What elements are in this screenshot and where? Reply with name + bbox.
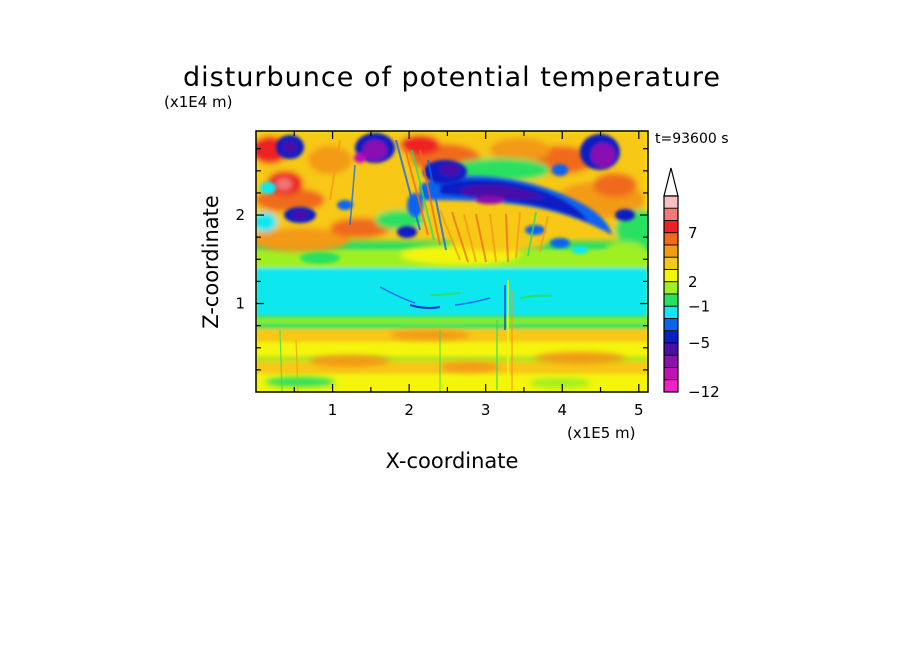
colorbar-swatch	[663, 232, 679, 246]
colorbar-swatch	[663, 379, 679, 393]
time-label: t=93600 s	[655, 131, 729, 147]
colorbar-swatch	[663, 207, 679, 221]
colorbar-swatch	[663, 256, 679, 270]
colorbar-label: −1	[688, 297, 710, 315]
x-tick-label: 2	[404, 401, 414, 419]
y-tick-label: 1	[235, 295, 245, 313]
y-axis-label: Z-coordinate	[199, 195, 223, 329]
colorbar	[663, 167, 679, 393]
x-axis-label: X-coordinate	[386, 449, 519, 473]
plot-frame	[255, 130, 649, 393]
colorbar-label: −12	[688, 383, 720, 401]
colorbar-swatch	[663, 354, 679, 368]
x-unit-label: (x1E5 m)	[567, 424, 636, 442]
colorbar-swatch	[663, 305, 679, 319]
y-axis-ticks: 12	[235, 148, 648, 371]
colorbar-swatch	[663, 269, 679, 283]
colorbar-swatch	[663, 195, 679, 209]
colorbar-arrow	[663, 167, 679, 197]
colorbar-swatch	[663, 318, 679, 332]
contour-field	[256, 131, 648, 392]
colorbar-swatch	[663, 293, 679, 307]
colorbar-swatch	[663, 244, 679, 258]
chart-title: disturbunce of potential temperature	[183, 62, 721, 93]
x-tick-label: 1	[328, 401, 338, 419]
y-tick-label: 2	[235, 206, 245, 224]
colorbar-swatch	[663, 281, 679, 295]
x-tick-label: 5	[634, 401, 644, 419]
colorbar-labels: 7 2 −1 −5 −12	[688, 224, 720, 401]
x-tick-label: 3	[481, 401, 491, 419]
colorbar-swatch	[663, 342, 679, 356]
colorbar-label: 2	[688, 273, 698, 291]
colorbar-swatch	[663, 330, 679, 344]
x-tick-label: 4	[557, 401, 567, 419]
colorbar-label: 7	[688, 224, 698, 242]
colorbar-frame	[663, 195, 679, 393]
colorbar-swatch	[663, 367, 679, 381]
colorbar-swatch	[663, 220, 679, 234]
colorbar-label: −5	[688, 334, 710, 352]
x-axis-ticks: 1 2 3 4 5	[293, 131, 644, 419]
wave-streaks	[279, 139, 549, 392]
y-unit-label: (x1E4 m)	[164, 93, 233, 111]
